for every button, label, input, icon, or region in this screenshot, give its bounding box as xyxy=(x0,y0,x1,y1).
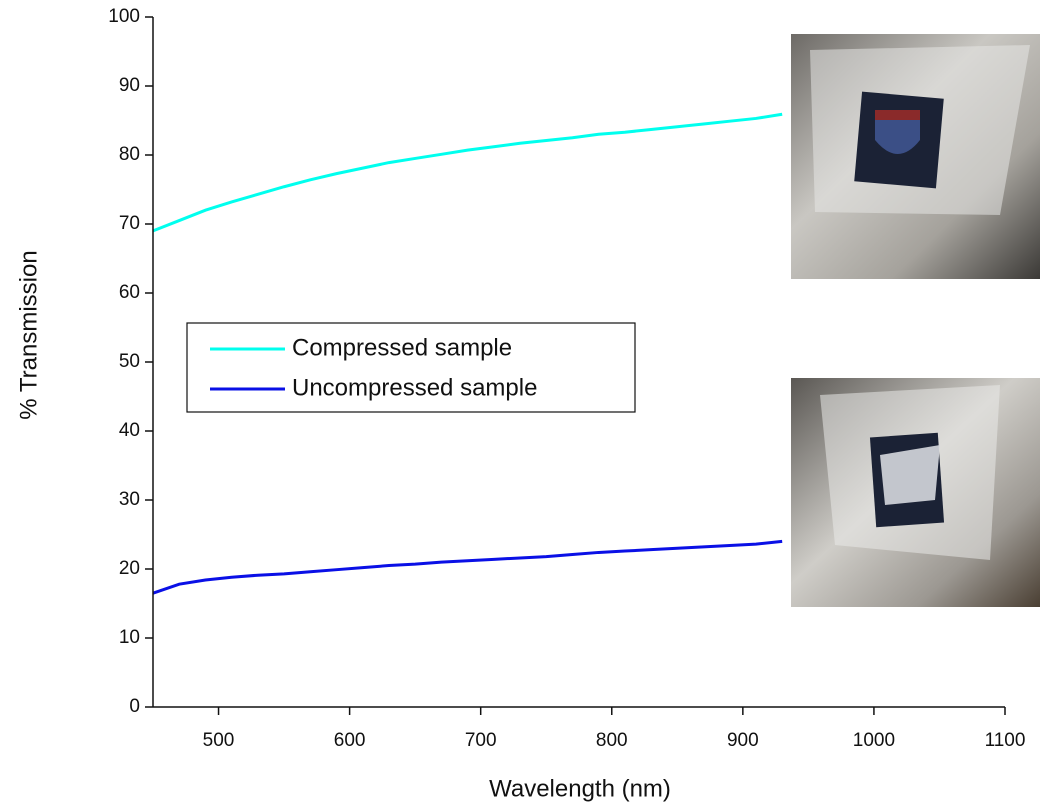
legend-label: Uncompressed sample xyxy=(292,374,537,401)
x-tick-label: 900 xyxy=(727,730,759,751)
legend-label: Compressed sample xyxy=(292,334,512,361)
x-tick-label: 1000 xyxy=(853,730,895,751)
y-tick-label: 30 xyxy=(119,489,140,510)
y-tick-label: 80 xyxy=(119,144,140,165)
x-tick-label: 1100 xyxy=(985,730,1026,751)
x-tick-label: 800 xyxy=(596,730,628,751)
series-line xyxy=(152,539,783,595)
y-tick-label: 20 xyxy=(119,558,140,579)
y-tick-label: 40 xyxy=(119,420,140,441)
y-axis-title: % Transmission xyxy=(15,250,42,419)
plot-area xyxy=(152,112,783,595)
inset-photo xyxy=(791,34,1040,279)
y-tick-label: 10 xyxy=(119,627,140,648)
x-axis-title: Wavelength (nm) xyxy=(489,775,671,802)
legend xyxy=(186,322,636,413)
x-tick-label: 600 xyxy=(334,730,366,751)
y-tick-label: 60 xyxy=(119,282,140,303)
inset-photo xyxy=(791,378,1040,607)
y-tick-label: 90 xyxy=(119,75,140,96)
x-tick-label: 500 xyxy=(203,730,235,751)
y-tick-label: 100 xyxy=(108,6,140,27)
legend-box xyxy=(186,322,636,413)
x-tick-label: 700 xyxy=(465,730,497,751)
y-tick-label: 50 xyxy=(119,351,140,372)
series-line xyxy=(152,112,783,233)
y-tick-label: 70 xyxy=(119,213,140,234)
y-tick-label: 0 xyxy=(129,696,140,717)
